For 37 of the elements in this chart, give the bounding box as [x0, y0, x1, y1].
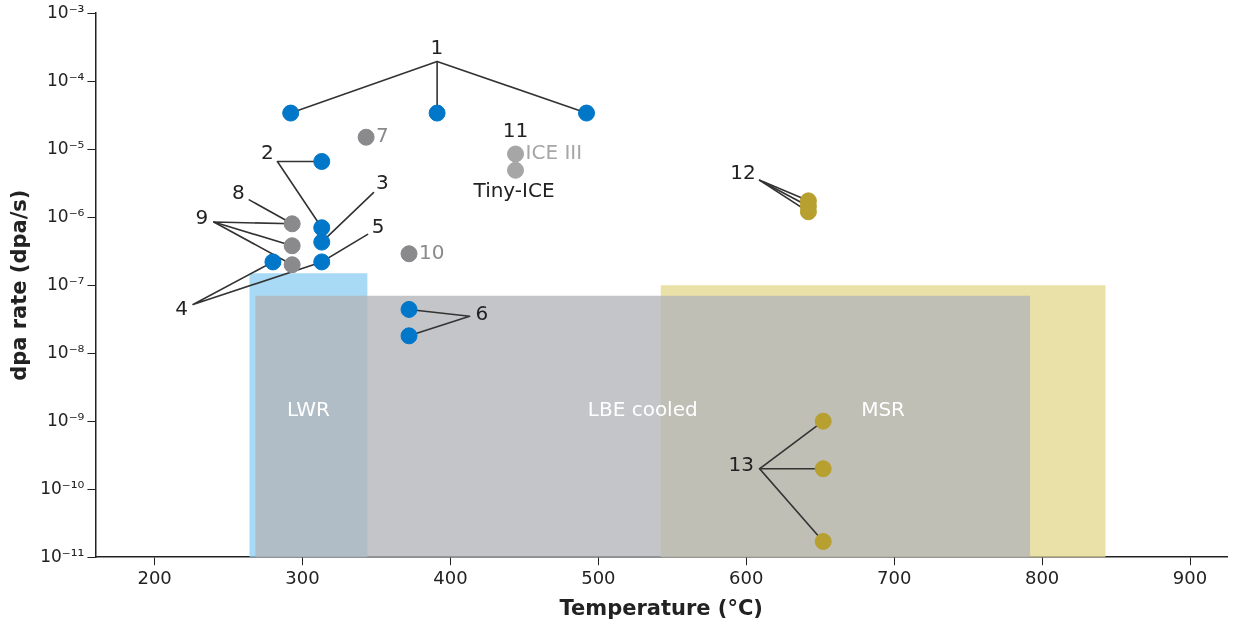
- y-tick-label: 10⁻⁶: [47, 205, 85, 226]
- x-tick-label: 500: [581, 566, 616, 588]
- x-tick-label: 800: [1024, 566, 1060, 588]
- y-axis-title: dpa rate (dpa/s): [7, 189, 32, 381]
- series-label: 1: [430, 34, 444, 59]
- series-label: 4: [175, 295, 188, 320]
- x-tick-label: 900: [1172, 566, 1208, 588]
- series-label: 12: [730, 160, 756, 185]
- series-label: ICE III: [525, 140, 583, 165]
- series-label: 9: [195, 204, 209, 229]
- series-label: 3: [376, 169, 389, 194]
- y-tick-label: 10⁻⁷: [47, 273, 85, 294]
- series-label: 10: [419, 239, 445, 264]
- series-label: LBE cooled: [587, 396, 698, 421]
- x-tick-label: 400: [433, 566, 468, 588]
- series-label: 5: [371, 213, 385, 238]
- series-label: 6: [475, 301, 489, 326]
- x-tick-label: 200: [137, 566, 172, 588]
- y-tick-label: 10⁻⁵: [47, 137, 85, 158]
- series-label: LWR: [286, 396, 331, 421]
- series-label: 13: [728, 452, 754, 477]
- series-label: 8: [232, 179, 245, 204]
- series-label: 7: [376, 123, 389, 148]
- series-label: MSR: [861, 396, 906, 421]
- x-axis-title: Temperature (°C): [559, 595, 763, 620]
- y-tick-label: 10⁻¹¹: [40, 545, 85, 566]
- annotation: Tiny-ICE: [472, 178, 555, 203]
- y-tick-label: 10⁻³: [47, 1, 85, 22]
- x-tick-label: 600: [729, 566, 764, 588]
- y-tick-label: 10⁻¹⁰: [40, 477, 85, 498]
- y-tick-label: 10⁻⁴: [47, 69, 85, 90]
- y-tick-label: 10⁻⁸: [47, 341, 85, 362]
- x-tick-label: 700: [877, 566, 912, 588]
- y-tick-label: 10⁻⁹: [47, 409, 85, 430]
- series-label: 2: [261, 139, 274, 164]
- x-tick-label: 300: [285, 566, 320, 588]
- annotation: 11: [502, 118, 529, 143]
